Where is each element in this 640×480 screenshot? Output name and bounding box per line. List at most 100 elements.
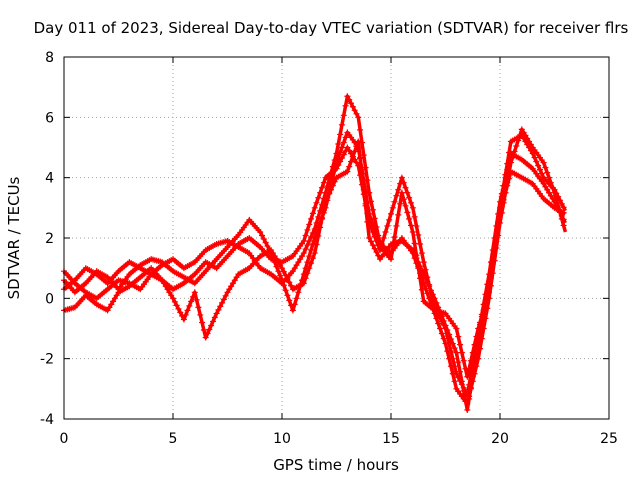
data-point-marker	[259, 232, 266, 239]
data-point-marker	[406, 194, 413, 201]
data-point-marker	[300, 238, 307, 245]
data-point-marker	[166, 289, 173, 296]
data-point-marker	[393, 192, 400, 199]
data-point-marker	[315, 213, 322, 220]
data-point-marker	[200, 327, 207, 334]
data-point-marker	[449, 340, 456, 347]
data-point-marker	[215, 306, 222, 313]
data-point-marker	[344, 144, 351, 151]
data-point-marker	[191, 289, 198, 296]
data-point-marker	[282, 287, 289, 294]
data-point-marker	[171, 298, 178, 305]
data-point-marker	[560, 222, 567, 229]
data-point-marker	[320, 179, 327, 186]
data-point-marker	[493, 232, 500, 239]
data-point-marker	[457, 341, 464, 348]
data-point-marker	[440, 335, 447, 342]
plot-area	[61, 93, 568, 413]
data-point-marker	[391, 233, 398, 240]
data-point-marker	[413, 252, 420, 259]
data-point-marker	[349, 153, 356, 160]
data-point-marker	[458, 378, 465, 385]
data-point-marker	[486, 289, 493, 296]
data-point-marker	[193, 296, 200, 303]
data-point-marker	[500, 182, 507, 189]
data-point-marker	[368, 198, 375, 205]
data-point-marker	[467, 357, 474, 364]
data-point-marker	[506, 149, 513, 156]
data-point-marker	[397, 180, 404, 187]
data-point-marker	[289, 307, 296, 314]
data-point-marker	[453, 349, 460, 356]
data-point-marker	[360, 177, 367, 184]
data-point-marker	[104, 307, 111, 314]
data-point-marker	[364, 199, 371, 206]
data-point-marker	[364, 218, 371, 225]
data-point-marker	[353, 159, 360, 166]
x-tick-label: 10	[273, 431, 291, 447]
data-point-marker	[422, 285, 429, 292]
data-point-marker	[497, 204, 503, 211]
data-point-marker	[324, 197, 331, 204]
data-point-marker	[280, 268, 287, 275]
data-point-marker	[346, 163, 353, 170]
data-point-marker	[549, 195, 556, 202]
data-point-marker	[433, 299, 440, 306]
data-point-marker	[388, 210, 394, 217]
data-point-marker	[420, 259, 427, 266]
data-point-marker	[469, 373, 476, 380]
data-point-marker	[340, 139, 347, 146]
data-point-marker	[226, 286, 233, 293]
data-point-marker	[395, 186, 402, 193]
data-point-marker	[551, 198, 558, 205]
data-point-marker	[431, 295, 438, 302]
data-point-marker	[371, 245, 378, 252]
data-point-marker	[388, 256, 394, 263]
data-point-marker	[411, 213, 418, 220]
data-point-marker	[355, 114, 362, 121]
data-point-marker	[349, 103, 356, 110]
data-point-marker	[455, 333, 462, 340]
data-point-marker	[455, 359, 462, 366]
x-tick-label: 5	[169, 431, 178, 447]
data-point-marker	[213, 310, 220, 317]
data-point-marker	[279, 265, 285, 272]
data-point-marker	[309, 255, 316, 262]
data-point-marker	[398, 189, 405, 196]
chart-title: Day 011 of 2023, Sidereal Day-to-day VTE…	[34, 19, 629, 37]
data-point-marker	[199, 319, 206, 326]
data-point-marker	[159, 277, 166, 284]
data-point-marker	[369, 206, 376, 213]
data-point-marker	[415, 263, 422, 270]
data-point-marker	[224, 289, 231, 296]
data-point-marker	[170, 295, 176, 302]
data-point-marker	[113, 292, 120, 299]
data-point-marker	[475, 325, 482, 332]
data-point-marker	[279, 277, 285, 284]
data-point-marker	[340, 112, 347, 119]
data-point-marker	[108, 301, 115, 308]
data-point-marker	[291, 301, 298, 308]
data-point-marker	[233, 274, 240, 281]
data-point-marker	[473, 333, 480, 340]
data-point-marker	[309, 241, 316, 248]
data-point-marker	[371, 227, 378, 234]
data-point-marker	[275, 268, 282, 275]
data-point-marker	[484, 295, 491, 302]
data-point-marker	[304, 226, 311, 233]
data-point-marker	[188, 298, 195, 305]
data-point-marker	[535, 162, 542, 169]
x-axis-label: GPS time / hours	[273, 456, 399, 474]
data-point-marker	[291, 265, 298, 272]
data-point-marker	[262, 239, 269, 246]
data-point-marker	[451, 378, 458, 385]
data-point-marker	[335, 140, 342, 147]
data-point-marker	[533, 158, 540, 165]
data-point-marker	[544, 169, 551, 176]
data-point-marker	[437, 325, 444, 332]
data-point-marker	[282, 272, 289, 279]
data-point-marker	[546, 189, 553, 196]
data-point-marker	[520, 129, 527, 136]
data-point-marker	[175, 305, 182, 312]
data-point-marker	[451, 363, 458, 370]
